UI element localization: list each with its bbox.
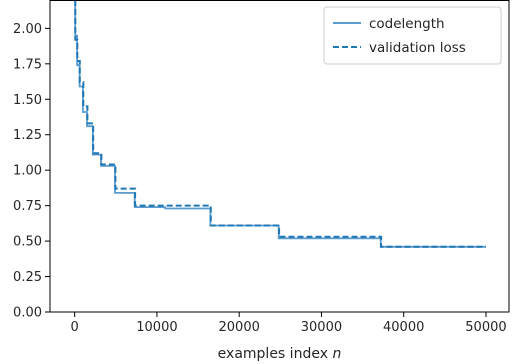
x-axis-label: examples index n [218,346,342,362]
legend-label: validation loss [369,40,466,56]
legend-label: codelength [369,16,445,32]
y-tick-label: 1.50 [13,93,42,108]
y-tick-label: 0.75 [13,199,42,214]
x-tick-label: 50000 [465,320,506,335]
x-axis-label-variable: n [332,346,341,362]
y-tick-label: 1.00 [13,164,42,179]
plot-frame [49,0,510,313]
x-tick-label: 0 [71,320,79,335]
y-tick-label: 0.00 [13,306,42,321]
x-tick-label: 30000 [301,320,342,335]
series-layer [74,0,486,248]
x-tick-label: 10000 [136,320,177,335]
legend-box [323,6,502,65]
y-tick-label: 2.00 [13,22,42,37]
y-tick-label: 0.25 [13,270,42,285]
axes-layer: 0 10000 20000 30000 40000 50000 0.00 0.25 0.50 0.… [13,22,507,335]
y-tick-label: 0.50 [13,235,42,250]
y-tick-label: 1.25 [13,128,42,143]
x-tick-label: 40000 [383,320,424,335]
legend: codelength validation loss [323,6,502,65]
x-tick-label: 20000 [219,320,260,335]
y-tick-label: 1.75 [13,57,42,72]
series-line-validation-loss [74,0,486,248]
